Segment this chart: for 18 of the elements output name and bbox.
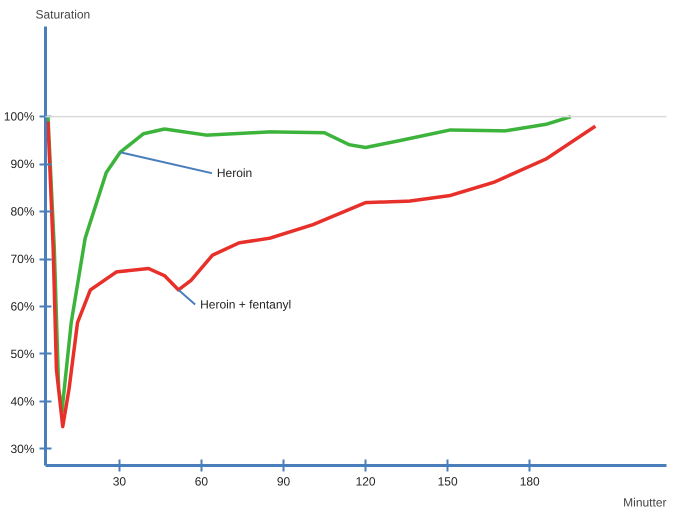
- x-tick-label: 150: [438, 474, 458, 488]
- y-tick-label: 80%: [10, 204, 35, 219]
- x-tick-label: 60: [194, 474, 208, 488]
- y-tick-label: 50%: [10, 346, 35, 361]
- x-tick-label: 30: [112, 474, 126, 488]
- y-tick-label: 40%: [10, 394, 35, 408]
- y-tick-label: 100%: [4, 110, 35, 124]
- series-label: Heroin + fentanyl: [200, 298, 292, 312]
- y-tick-label: 30%: [10, 442, 35, 456]
- x-tick-label: 180: [520, 474, 540, 488]
- x-axis-title: Minutter: [623, 496, 667, 510]
- text: Heroin: [216, 166, 252, 180]
- y-tick-label: 60%: [10, 300, 35, 314]
- y-tick-label: 70%: [10, 252, 35, 266]
- y-tick-label: 90%: [10, 157, 35, 172]
- x-tick-label: 90: [276, 474, 291, 488]
- x-tick-label: 120: [356, 474, 376, 488]
- y-axis-title: Saturation: [36, 8, 90, 22]
